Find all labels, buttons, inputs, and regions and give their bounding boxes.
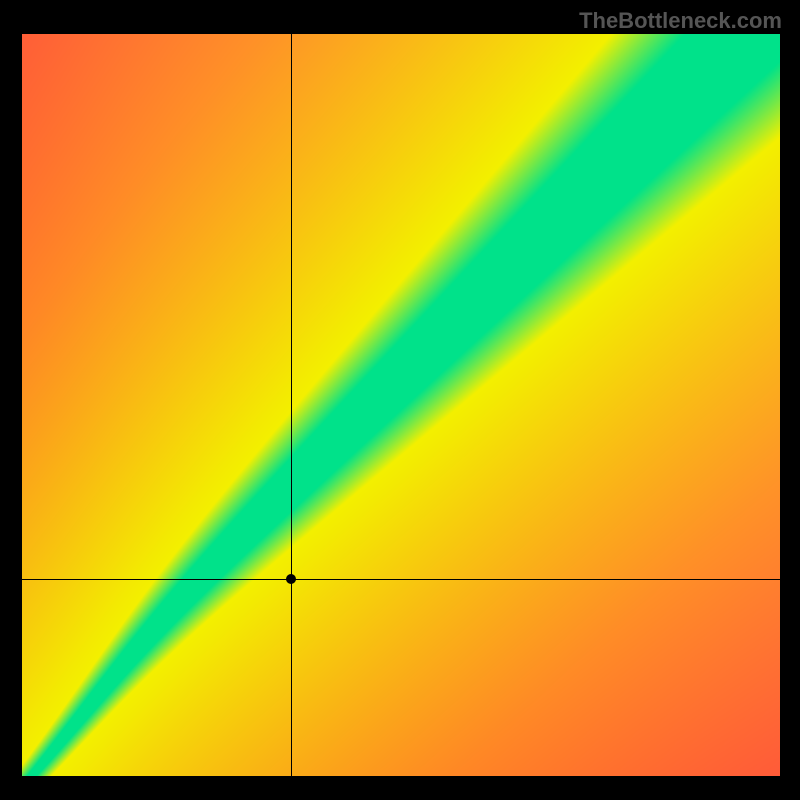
watermark-text: TheBottleneck.com: [579, 8, 782, 34]
chart-container: TheBottleneck.com: [0, 0, 800, 800]
crosshair-horizontal: [22, 579, 780, 580]
heatmap-canvas: [22, 34, 780, 776]
crosshair-vertical: [291, 34, 292, 776]
